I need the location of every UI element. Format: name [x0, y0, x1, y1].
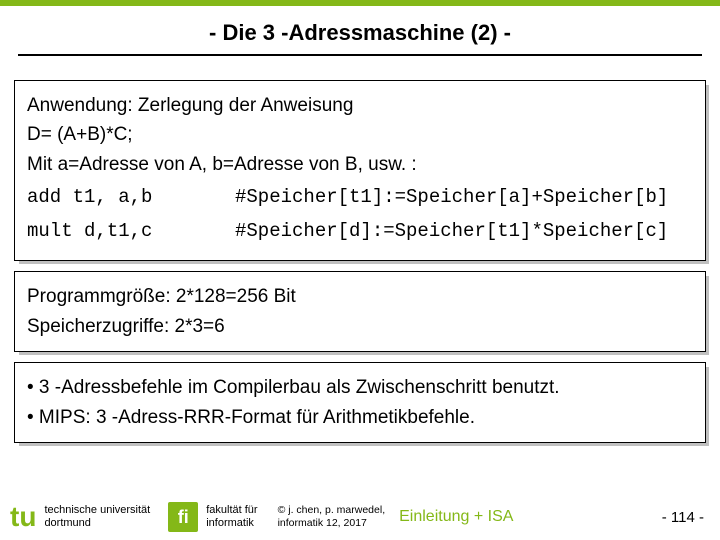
- box-inner: Programmgröße: 2*128=256 Bit Speicherzug…: [14, 271, 706, 352]
- section-label: Einleitung + ISA: [399, 508, 513, 526]
- code-row: add t1, a,b #Speicher[t1]:=Speicher[a]+S…: [27, 183, 693, 212]
- text-line: © j. chen, p. marwedel,: [278, 504, 386, 517]
- box-inner: • 3 -Adressbefehle im Compilerbau als Zw…: [14, 362, 706, 443]
- tu-logo: tu: [10, 503, 36, 531]
- box-stats: Programmgröße: 2*128=256 Bit Speicherzug…: [14, 271, 706, 352]
- text-line: informatik: [206, 517, 257, 530]
- slide-title: - Die 3 -Adressmaschine (2) -: [0, 20, 720, 46]
- bullet-line: • MIPS: 3 -Adress-RRR-Format für Arithme…: [27, 403, 693, 432]
- university-name: technische universität dortmund: [44, 504, 150, 529]
- footer: tu technische universität dortmund fi fa…: [0, 494, 720, 540]
- box-application: Anwendung: Zerlegung der Anweisung D= (A…: [14, 80, 706, 261]
- text-line: Anwendung: Zerlegung der Anweisung: [27, 91, 693, 120]
- comment: #Speicher[t1]:=Speicher[a]+Speicher[b]: [235, 183, 668, 212]
- text-line: Speicherzugriffe: 2*3=6: [27, 312, 693, 341]
- title-area: - Die 3 -Adressmaschine (2) -: [0, 6, 720, 66]
- bullet-line: • 3 -Adressbefehle im Compilerbau als Zw…: [27, 373, 693, 402]
- text-line: dortmund: [44, 517, 150, 530]
- code-row: mult d,t1,c #Speicher[d]:=Speicher[t1]*S…: [27, 217, 693, 246]
- text-line: technische universität: [44, 504, 150, 517]
- fi-logo-glyph: fi: [178, 507, 189, 528]
- instruction: mult d,t1,c: [27, 217, 217, 246]
- text-line: Mit a=Adresse von A, b=Adresse von B, us…: [27, 150, 693, 179]
- text-line: D= (A+B)*C;: [27, 120, 693, 149]
- copyright: © j. chen, p. marwedel, informatik 12, 2…: [278, 504, 386, 529]
- instruction: add t1, a,b: [27, 183, 217, 212]
- faculty-name: fakultät für informatik: [206, 504, 257, 529]
- comment: #Speicher[d]:=Speicher[t1]*Speicher[c]: [235, 217, 668, 246]
- page-number: - 114 -: [662, 509, 710, 526]
- text-line: Programmgröße: 2*128=256 Bit: [27, 282, 693, 311]
- fi-logo: fi: [168, 502, 198, 532]
- box-notes: • 3 -Adressbefehle im Compilerbau als Zw…: [14, 362, 706, 443]
- tu-logo-glyph: tu: [10, 503, 36, 531]
- text-line: fakultät für: [206, 504, 257, 517]
- title-underline: [18, 54, 702, 56]
- box-inner: Anwendung: Zerlegung der Anweisung D= (A…: [14, 80, 706, 261]
- content-area: Anwendung: Zerlegung der Anweisung D= (A…: [0, 66, 720, 443]
- text-line: informatik 12, 2017: [278, 517, 386, 530]
